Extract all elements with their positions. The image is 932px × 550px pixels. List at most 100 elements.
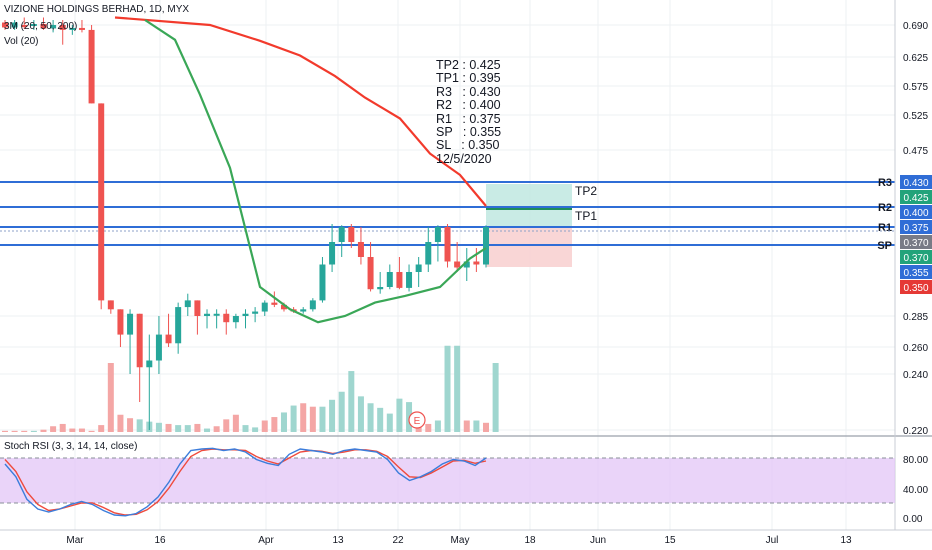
candle: [434, 227, 441, 242]
volume-bar: [242, 425, 249, 432]
time-axis[interactable]: Mar 16 Apr 13 22 May 18 Jun 15 Jul 13: [66, 535, 852, 546]
volume-bar: [367, 403, 374, 432]
price-label-box: [900, 205, 932, 219]
price-tick-label: 0.475: [903, 146, 928, 157]
note-line: SP : 0.355: [436, 125, 502, 140]
volume-bar: [117, 414, 124, 432]
candle: [2, 22, 8, 28]
stoch-rsi-tick: 0.00: [903, 514, 923, 525]
volume-bar: [223, 419, 230, 432]
volume-bar: [290, 405, 297, 432]
candle: [69, 27, 76, 30]
volume-bar: [252, 427, 259, 432]
price-label-text: 0.375: [903, 223, 928, 234]
price-tick-label: 0.690: [903, 21, 928, 32]
price-label-text: 0.430: [903, 178, 928, 189]
candle: [463, 261, 470, 268]
candle: [406, 272, 413, 288]
volume-bar: [30, 430, 37, 432]
price-axis[interactable]: 0.690 0.625 0.575 0.525 0.475 0.285 0.260 0.240…: [900, 21, 932, 437]
volume-bar: [271, 417, 278, 432]
volume-bar: [107, 363, 114, 432]
stop-loss-zone: [486, 227, 572, 267]
price-label-text: 0.355: [903, 268, 928, 279]
price-label-box: [900, 190, 932, 204]
volume-bar: [319, 406, 326, 432]
candle: [280, 304, 287, 310]
candle: [300, 309, 307, 312]
note-line: R1 : 0.375: [436, 111, 501, 126]
trade-plan-note: TP2 : 0.425 TP1 : 0.395 R3 : 0.430 R2 : …: [436, 58, 502, 166]
earnings-marker[interactable]: E: [408, 411, 426, 429]
volume-bar: [434, 420, 441, 432]
price-label-box: [900, 265, 932, 279]
candle: [136, 313, 143, 368]
candle: [127, 313, 134, 335]
price-label-box: [900, 220, 932, 234]
candle: [155, 334, 162, 361]
candle: [107, 300, 114, 310]
price-tick-label: 0.575: [903, 82, 928, 93]
volume-bar: [232, 414, 239, 432]
time-tick-label: Mar: [66, 535, 84, 546]
tp1-label: TP1: [575, 209, 597, 223]
volume-bar: [40, 429, 47, 432]
volume-bar: [492, 363, 499, 432]
volume-bar: [386, 413, 393, 432]
volume-bar: [396, 398, 403, 432]
volume-bar: [136, 419, 143, 432]
volume-bar: [415, 426, 422, 432]
volume-bar: [473, 420, 480, 432]
candle: [329, 242, 336, 265]
price-tick-label: 0.240: [903, 370, 928, 381]
volume-bar: [21, 430, 28, 432]
candle: [223, 313, 230, 323]
price-label-text: 0.370: [903, 253, 928, 264]
symbol-title: VIZIONE HOLDINGS BERHAD, 1D, MYX: [4, 4, 190, 15]
volume-bar: [213, 426, 220, 432]
take-profit-zone: [486, 184, 572, 227]
ma-legend: 3M (20, 50, 200): [4, 21, 78, 32]
candle: [232, 316, 239, 323]
price-label-text: 0.400: [903, 208, 928, 219]
volume-bar: [377, 407, 384, 432]
volume-bar: [11, 430, 18, 432]
volume-bars: [2, 345, 499, 432]
candle: [21, 25, 28, 27]
note-line: 12/5/2020: [436, 151, 492, 166]
time-tick-label: Jul: [766, 535, 779, 546]
volume-bar: [98, 425, 105, 432]
volume-legend: Vol (20): [4, 36, 39, 47]
stoch-rsi-pane: 80.00 40.00 0.00: [0, 0, 932, 531]
price-label-box: [900, 250, 932, 264]
candle: [88, 29, 95, 104]
price-label-box: [900, 235, 932, 249]
price-tick-label: 0.285: [903, 312, 928, 323]
candle: [78, 27, 85, 30]
time-tick-label: Apr: [258, 535, 274, 546]
candle: [165, 334, 172, 344]
price-candles: [2, 17, 489, 430]
volume-bar: [454, 345, 461, 432]
stoch-rsi-k: [4, 447, 487, 517]
stoch-rsi-tick: 40.00: [903, 485, 928, 496]
note-line: TP1 : 0.395: [436, 71, 501, 86]
volume-bar: [165, 423, 172, 432]
candle: [348, 227, 355, 242]
candle: [194, 300, 201, 316]
candle: [252, 311, 259, 314]
note-line: SL : 0.350: [436, 138, 500, 153]
volume-bar: [309, 406, 316, 432]
candle: [454, 261, 461, 268]
ma-red-line: [114, 16, 487, 207]
candle: [357, 242, 364, 257]
candle: [11, 22, 18, 28]
candle: [415, 264, 422, 272]
price-label-text: 0.370: [903, 238, 928, 249]
earnings-icon: [408, 411, 426, 429]
position-tool[interactable]: [486, 184, 572, 267]
note-line: TP2 : 0.425: [436, 58, 501, 72]
volume-bar: [300, 403, 307, 432]
volume-bar: [155, 422, 162, 432]
